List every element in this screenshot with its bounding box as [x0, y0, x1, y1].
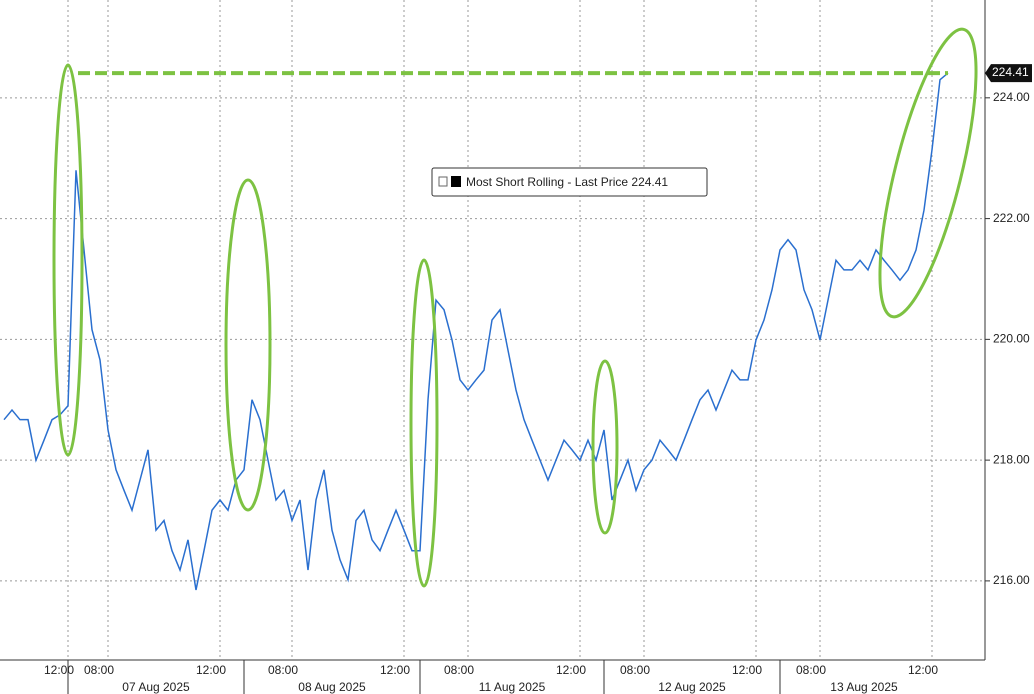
day-label: 13 Aug 2025	[830, 680, 898, 694]
y-tick-label: 224.00	[993, 90, 1030, 104]
x-tick-label: 08:00	[444, 663, 474, 677]
day-label: 07 Aug 2025	[122, 680, 190, 694]
last-price-tag	[985, 64, 1032, 83]
highlight-ellipse	[52, 63, 84, 457]
x-tick-label: 12:00	[556, 663, 586, 677]
day-label: 12 Aug 2025	[658, 680, 726, 694]
x-tick-label: 08:00	[84, 663, 114, 677]
legend: Most Short Rolling - Last Price 224.41	[431, 167, 708, 197]
day-label: 11 Aug 2025	[479, 680, 546, 694]
legend-icon	[438, 176, 448, 187]
highlight-ellipse	[409, 258, 439, 588]
highlight-ellipse	[591, 359, 619, 535]
y-tick-label: 220.00	[993, 332, 1030, 346]
y-tick-label: 218.00	[993, 452, 1030, 466]
y-tick-label: 222.00	[993, 211, 1030, 225]
y-tick-label: 216.00	[993, 573, 1030, 587]
day-label: 08 Aug 2025	[298, 680, 366, 694]
x-tick-label: 08:00	[268, 663, 298, 677]
last-price-label: 224.41	[992, 65, 1029, 79]
x-tick-label: 12:00	[732, 663, 762, 677]
x-tick-label: 12:00	[908, 663, 938, 677]
x-tick-label: 08:00	[796, 663, 826, 677]
x-tick-label: 12:00	[44, 663, 74, 677]
price-line	[3, 72, 949, 591]
highlight-ellipses	[52, 27, 978, 588]
legend-swatch	[451, 176, 461, 187]
legend-label: Most Short Rolling - Last Price 224.41	[466, 175, 668, 189]
legend-last-price: 224.41	[631, 175, 668, 189]
x-tick-label: 12:00	[380, 663, 410, 677]
x-tick-label: 08:00	[620, 663, 650, 677]
legend-box	[431, 167, 708, 197]
highlight-ellipse	[878, 27, 978, 319]
highlight-ellipse	[224, 178, 272, 512]
x-tick-label: 12:00	[196, 663, 226, 677]
legend-series-name: Most Short Rolling - Last Price	[466, 175, 628, 189]
